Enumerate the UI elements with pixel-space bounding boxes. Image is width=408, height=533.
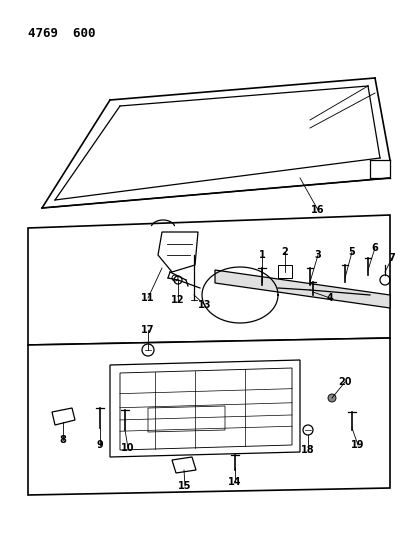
Text: 20: 20 <box>338 377 352 387</box>
Text: 19: 19 <box>351 440 365 450</box>
Text: 2: 2 <box>282 247 288 257</box>
Text: 1: 1 <box>259 250 265 260</box>
Text: 4769  600: 4769 600 <box>28 27 95 40</box>
Text: 4: 4 <box>327 293 333 303</box>
Text: 18: 18 <box>301 445 315 455</box>
Text: 10: 10 <box>121 443 135 453</box>
Text: 12: 12 <box>171 295 185 305</box>
Text: 9: 9 <box>97 440 103 450</box>
Text: 7: 7 <box>389 253 395 263</box>
Text: 6: 6 <box>372 243 378 253</box>
Text: 14: 14 <box>228 477 242 487</box>
Polygon shape <box>28 338 390 495</box>
Text: 11: 11 <box>141 293 155 303</box>
Circle shape <box>328 394 336 402</box>
Text: 8: 8 <box>60 435 67 445</box>
Text: 3: 3 <box>315 250 322 260</box>
Text: 16: 16 <box>311 205 325 215</box>
Text: 13: 13 <box>198 300 212 310</box>
Polygon shape <box>28 215 390 345</box>
Text: 5: 5 <box>348 247 355 257</box>
Polygon shape <box>215 270 390 308</box>
Text: 17: 17 <box>141 325 155 335</box>
Text: 15: 15 <box>178 481 192 491</box>
